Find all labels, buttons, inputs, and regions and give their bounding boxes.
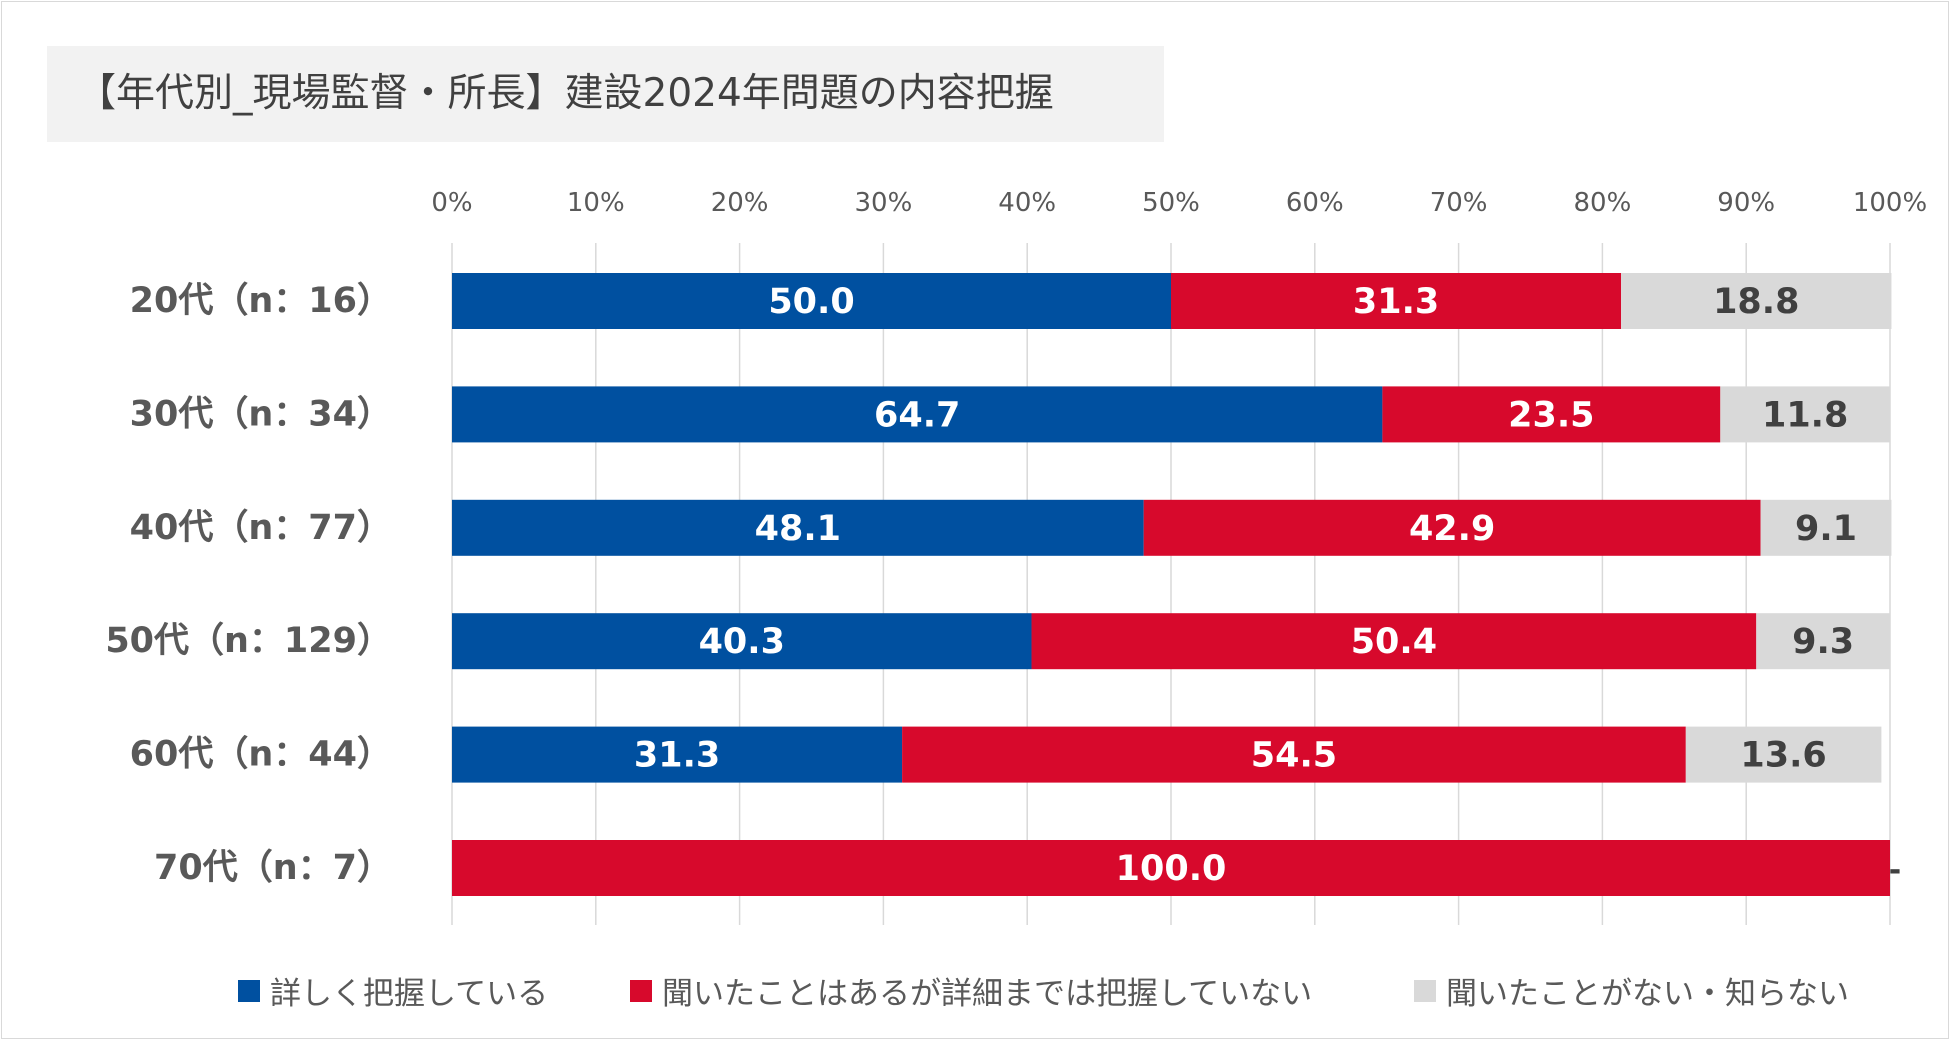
bar-segment (452, 726, 903, 783)
data-label: 42.9 (1409, 509, 1495, 549)
category-label: 40代（n：77） (130, 508, 392, 548)
bar-segment (902, 726, 1686, 783)
legend-label: 聞いたことはあるが詳細までは把握していない (662, 976, 1313, 1012)
data-label: 50.4 (1351, 622, 1437, 662)
data-label: 48.1 (755, 509, 841, 549)
data-label: 11.8 (1762, 395, 1848, 435)
bar-segment (1621, 273, 1892, 329)
x-tick-label: 60% (1286, 188, 1344, 218)
legend-label: 詳しく把握している (270, 976, 549, 1012)
data-label: 50.0 (768, 282, 854, 322)
bar-segment (452, 386, 1383, 443)
x-tick-label: 50% (1142, 188, 1200, 218)
legend-label: 聞いたことがない・知らない (1446, 976, 1849, 1012)
legend-item: 聞いたことがない・知らない (1414, 968, 1849, 1013)
bar-segment (1171, 273, 1622, 329)
bar-segment (1382, 386, 1721, 443)
x-tick-label: 10% (567, 188, 625, 218)
x-tick-label: 0% (431, 188, 472, 218)
bar-segment (1031, 613, 1757, 670)
x-tick-label: 70% (1430, 188, 1488, 218)
legend-swatch (1414, 979, 1436, 1002)
bar-segment (452, 840, 1890, 896)
legend-swatch (630, 979, 652, 1002)
category-label: 70代（n：7） (154, 848, 392, 888)
bar-segment (452, 499, 1144, 556)
data-label: 40.3 (699, 622, 785, 662)
data-label: 31.3 (1353, 282, 1439, 322)
data-label: 64.7 (874, 395, 960, 435)
bar-segment (1720, 386, 1890, 443)
data-label: 13.6 (1740, 736, 1826, 776)
bar-segment (1685, 726, 1882, 783)
x-tick-label: 80% (1574, 188, 1632, 218)
x-tick-label: 20% (711, 188, 769, 218)
category-label: 50代（n：129） (105, 621, 392, 661)
chart-title-box: 【年代別_現場監督・所長】建設2024年問題の内容把握 (47, 46, 1164, 142)
bar-segment (1756, 613, 1890, 670)
data-label: 31.3 (634, 736, 720, 776)
x-tick-label: 40% (998, 188, 1056, 218)
data-label: 54.5 (1251, 736, 1337, 776)
bar-segment (452, 273, 1171, 329)
data-label: 23.5 (1508, 395, 1594, 435)
x-tick-label: 100% (1853, 188, 1927, 218)
legend-item: 詳しく把握している (238, 968, 548, 1013)
category-label: 30代（n：34） (130, 394, 392, 434)
x-tick-label: 30% (855, 188, 913, 218)
legend-swatch (238, 979, 260, 1002)
category-label: 60代（n：44） (130, 735, 392, 775)
data-label: 100.0 (1116, 849, 1227, 889)
x-tick-label: 90% (1717, 188, 1775, 218)
bar-segment (1143, 499, 1761, 556)
legend-item: 聞いたことはあるが詳細までは把握していない (630, 968, 1312, 1013)
category-label: 20代（n：16） (130, 281, 392, 321)
chart-legend: 詳しく把握している 聞いたことはあるが詳細までは把握していない 聞いたことがない・知… (0, 968, 1950, 1018)
data-label: - (1889, 853, 1901, 888)
data-label: 18.8 (1713, 282, 1799, 322)
bar-segment (452, 613, 1032, 670)
data-label: 9.3 (1792, 622, 1854, 662)
data-label: 9.1 (1795, 509, 1857, 549)
bar-segment (1760, 499, 1892, 556)
chart-title: 【年代別_現場監督・所長】建設2024年問題の内容把握 (77, 71, 1054, 116)
